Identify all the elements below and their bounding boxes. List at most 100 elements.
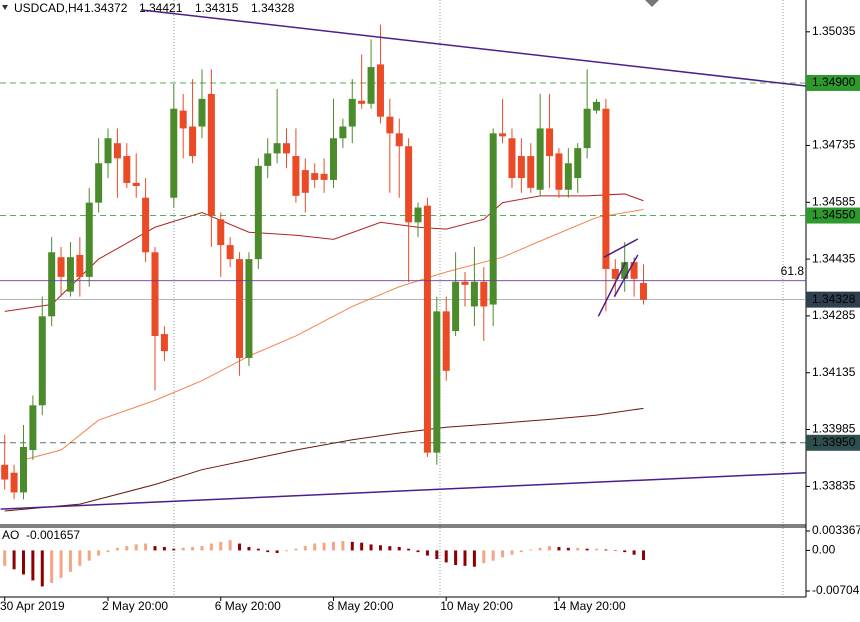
candle-body: [132, 182, 140, 186]
ao-bar: [425, 550, 429, 556]
candle-body: [1, 464, 9, 480]
ao-bar: [632, 550, 636, 555]
candle-body: [311, 173, 319, 180]
candle-body: [189, 126, 197, 157]
candle-body: [480, 281, 488, 307]
candle-body: [508, 138, 516, 179]
y-tick-label: 1.34585: [812, 194, 856, 208]
candle-body: [442, 311, 450, 371]
candle-body: [273, 143, 281, 154]
ao-bar: [313, 543, 317, 551]
candle-body: [85, 202, 93, 277]
candle-body: [113, 143, 121, 159]
ao-bar: [3, 550, 7, 566]
ao-bar: [416, 550, 420, 553]
candle-body: [76, 254, 84, 277]
ao-bar: [378, 545, 382, 551]
candle-body: [639, 282, 647, 300]
ao-bar: [641, 550, 645, 560]
ao-bar: [341, 540, 345, 551]
candle-body: [555, 153, 563, 190]
level-label: 1.34900: [812, 75, 856, 89]
ao-bar: [529, 549, 533, 551]
fib-label: 61.8: [781, 264, 805, 278]
ao-bar: [510, 550, 514, 555]
ao-bar: [87, 550, 91, 561]
ao-bar: [219, 541, 223, 551]
candle-body: [95, 163, 103, 203]
candle-body: [546, 128, 554, 157]
ao-bar: [350, 541, 354, 551]
candle-body: [264, 153, 272, 166]
plot-area: [0, 9, 806, 512]
candle-body: [461, 281, 469, 285]
x-tick-label: 8 May 20:00: [327, 599, 393, 613]
candle-body: [151, 252, 159, 336]
candle-body: [66, 257, 74, 292]
ao-bar: [557, 546, 561, 551]
candle-body: [19, 446, 27, 493]
ao-bar: [247, 546, 251, 551]
ao-bar: [595, 548, 599, 551]
level-label: 1.33950: [812, 435, 856, 449]
candle-body: [198, 98, 206, 127]
ao-bar: [585, 548, 589, 551]
trendline: [603, 238, 639, 258]
candle-body: [217, 219, 225, 246]
scroll-marker: [645, 0, 659, 7]
symbol: USDCAD,H4: [14, 1, 84, 15]
price-label: 1.34328: [812, 292, 856, 306]
candle-body: [10, 472, 18, 493]
y-tick-label: 1.34435: [812, 251, 856, 265]
candle-body: [170, 108, 178, 198]
candle-body: [104, 138, 112, 164]
ao-bar: [548, 546, 552, 551]
candle-body: [329, 138, 337, 180]
ao-bar: [322, 542, 326, 551]
level-label-box: [806, 207, 860, 224]
ao-bar: [21, 550, 25, 575]
y-tick-label: 0.00: [812, 543, 836, 557]
ao-bar: [604, 549, 608, 551]
y-tick-label: 1.34735: [812, 138, 856, 152]
trendline: [140, 9, 806, 87]
candle-body: [489, 133, 497, 305]
ao-bar: [482, 550, 486, 564]
candle-body: [593, 101, 601, 111]
x-tick-label: 30 Apr 2019: [0, 599, 65, 613]
ao-bar: [209, 543, 213, 551]
y-tick-label: 1.34285: [812, 308, 856, 322]
ao-bar: [78, 550, 82, 566]
candle-body: [517, 156, 525, 179]
candle-body: [452, 281, 460, 332]
ao-bar: [275, 550, 279, 553]
ao-bar: [31, 550, 35, 581]
candle-body: [38, 316, 46, 406]
ao-bar: [228, 540, 232, 551]
ao-bar: [519, 550, 523, 553]
candle-body: [536, 128, 544, 190]
candle-body: [142, 197, 150, 253]
ao-bar: [97, 550, 101, 556]
ao-bar: [134, 544, 138, 551]
candle-body: [574, 148, 582, 179]
price-label-box: [806, 291, 860, 308]
x-tick-label: 2 May 20:00: [102, 599, 168, 613]
candle-body: [292, 156, 300, 196]
candle-body: [254, 165, 262, 260]
ao-bar: [144, 543, 148, 551]
ao-bar: [238, 543, 242, 551]
y-tick-label: 1.35035: [812, 24, 856, 38]
level-label: 1.34550: [812, 208, 856, 222]
ao-bar: [200, 546, 204, 551]
y-tick-label: 1.33835: [812, 479, 856, 493]
level-label-box: [806, 434, 860, 451]
indicator-name: AO: [2, 528, 19, 542]
ao-bar: [623, 550, 627, 553]
ao-bar: [397, 546, 401, 551]
candle-body: [395, 133, 403, 147]
candle-body: [376, 64, 384, 117]
ao-bar: [256, 548, 260, 551]
ao-bar: [388, 546, 392, 551]
